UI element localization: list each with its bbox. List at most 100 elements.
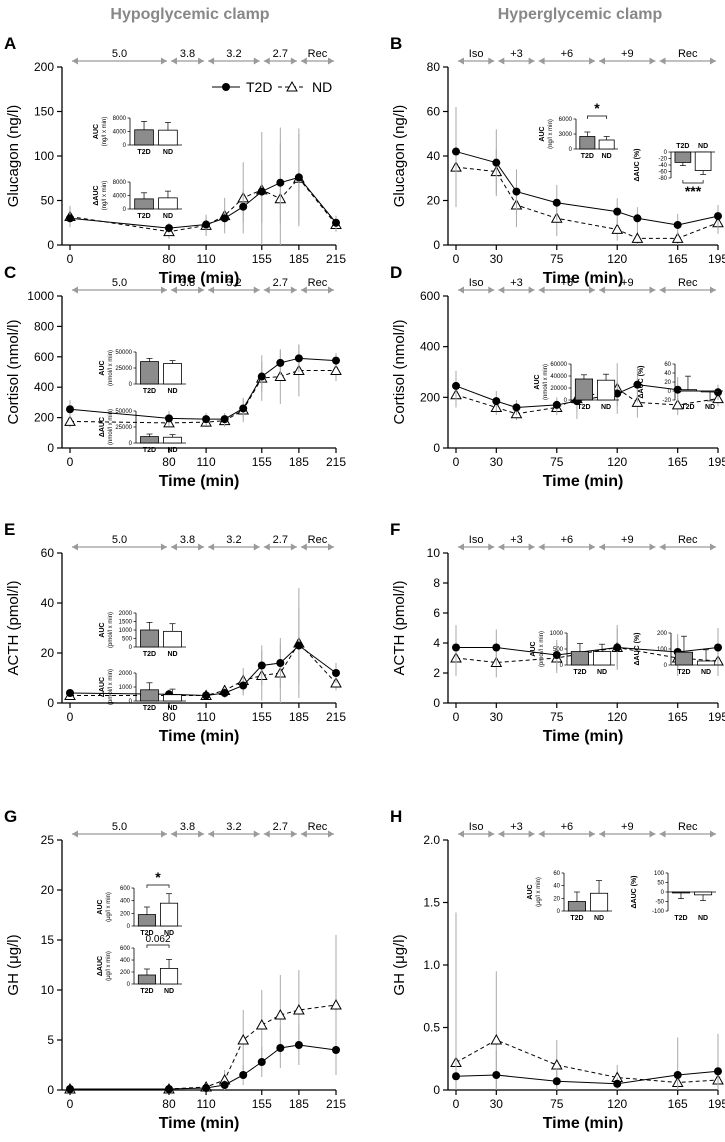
inset-bar-nd <box>158 129 178 146</box>
phase-arrowhead-right <box>710 830 716 838</box>
inset-y-tick-label: 0 <box>564 398 568 404</box>
point-t2d <box>332 1046 340 1054</box>
phase-arrowhead-right <box>589 57 596 65</box>
inset-axis-label: ΔAUC (%) <box>631 875 638 908</box>
phase-arrowhead-right <box>253 830 260 838</box>
inset-bar-t2d <box>134 198 154 210</box>
phase-label: +3 <box>510 534 523 546</box>
inset-auc-B: 0 3000 6000 AUC (ng/l x min) T2D ND * <box>539 100 618 160</box>
x-tick-label: 0 <box>67 710 74 724</box>
inset-axis-unit: (μg/l x min) <box>106 951 112 981</box>
inset-category-label: ND <box>698 915 708 922</box>
inset-auc-A: 0 4000 8000 ΔAUC (ng/l x min) T2D ND <box>93 180 182 220</box>
phase-arrowhead-left <box>72 543 78 551</box>
phase-arrowhead-left <box>599 286 606 294</box>
phase-arrowhead-right <box>253 286 260 294</box>
inset-category-label: T2D <box>681 404 694 411</box>
y-tick-label: 800 <box>34 319 54 333</box>
y-axis-label: Glucagon (ng/l) <box>391 105 408 208</box>
y-tick-label: 50 <box>41 194 55 208</box>
phase-label: Rec <box>678 48 698 60</box>
phase-label: +3 <box>510 821 523 833</box>
point-t2d <box>613 207 622 216</box>
inset-y-tick-label: 0 <box>560 663 564 669</box>
panel-A: A 0 50 100 150 200 0 80 110 155 185 215 Glucagon (ng… <box>4 34 346 287</box>
x-tick-label: 120 <box>607 1097 627 1111</box>
inset-bar-t2d <box>140 689 159 702</box>
point-t2d <box>202 415 211 424</box>
phase-arrowhead-right <box>198 830 205 838</box>
y-tick-label: 0 <box>47 441 54 455</box>
y-tick-label: 0 <box>433 238 440 252</box>
inset-y-tick-label: 0 <box>123 143 127 149</box>
inset-category-label: T2D <box>140 930 153 937</box>
inset-category-label: T2D <box>143 705 156 712</box>
y-axis-label: ACTH (pmol/l) <box>5 580 22 675</box>
inset-axis-label: AUC <box>99 622 106 637</box>
inset-y-tick-label: 0 <box>127 982 131 988</box>
inset-y-tick-label: 0 <box>123 207 127 213</box>
point-t2d <box>452 643 460 652</box>
phase-arrowhead-left <box>599 57 606 65</box>
phase-arrowhead-right <box>649 286 656 294</box>
y-tick-label: 40 <box>427 149 441 163</box>
inset-bar-nd <box>163 630 182 648</box>
point-t2d <box>66 1085 74 1093</box>
y-tick-label: 600 <box>420 289 440 303</box>
legend-label-nd: ND <box>312 79 332 95</box>
phase-arrowhead-left <box>599 543 606 551</box>
point-nd <box>330 364 342 375</box>
point-nd <box>631 232 644 243</box>
x-tick-label: 120 <box>607 252 627 266</box>
inset-y-tick-label: 0 <box>569 147 573 153</box>
x-tick-label: 185 <box>289 252 309 266</box>
inset-bar-nd <box>163 363 182 385</box>
phase-label: Iso <box>469 48 484 60</box>
inset-y-tick-label: 25000 <box>115 425 132 431</box>
x-tick-label: 165 <box>668 252 688 266</box>
y-tick-label: 20 <box>427 194 441 208</box>
inset-y-tick-label: 20000 <box>550 386 567 392</box>
phase-arrowhead-left <box>300 543 307 551</box>
phase-arrowhead-right <box>290 830 297 838</box>
y-tick-label: 0 <box>433 441 440 455</box>
inset-bar-nd <box>159 902 179 927</box>
inset-axis-unit: (pmol/l x min) <box>108 612 114 648</box>
inset-y-tick-label: 20 <box>664 380 671 386</box>
phase-arrowhead-right <box>253 57 260 65</box>
inset-axis-unit: (pmol/l x min) <box>539 631 545 667</box>
point-t2d <box>294 641 303 650</box>
phase-arrowhead-right <box>253 543 260 551</box>
phase-label: 3.2 <box>226 48 241 60</box>
panel-H: H 0 0.5 1.0 1.5 2.0 0 30 75 120 165 195 GH (μg/l) Tim… <box>390 807 725 1132</box>
inset-auc-H: 0 20 40 60 AUC (μg/l x min) T2D ND <box>527 871 612 922</box>
inset-auc-E: 0 500 1000 1500 2000 AUC (pmol/l x min) T2D ND <box>99 611 186 658</box>
phase-arrowhead-left <box>170 286 177 294</box>
inset-y-tick-label: 40000 <box>550 374 567 380</box>
inset-category-label: T2D <box>677 669 690 676</box>
point-t2d <box>714 1067 722 1076</box>
column-title-right: Hyperglycemic clamp <box>498 6 663 23</box>
inset-category-label: ND <box>698 143 708 150</box>
y-tick-label: 400 <box>420 340 440 354</box>
inset-auc-G: 0 200 400 600 AUC (μg/l x min) T2D ND * <box>97 869 182 937</box>
inset-significance-label: * <box>594 100 600 116</box>
x-tick-label: 165 <box>668 710 688 724</box>
inset-y-tick-label: 6000 <box>559 117 573 123</box>
inset-bar-t2d <box>134 129 154 146</box>
phase-label: +6 <box>561 534 574 546</box>
inset-y-tick-label: -100 <box>652 909 665 915</box>
inset-y-tick-label: 500 <box>553 647 564 653</box>
phase-label: +6 <box>561 821 574 833</box>
y-tick-label: 0 <box>47 696 54 710</box>
phase-arrowhead-left <box>458 57 464 65</box>
inset-significance-bracket <box>586 115 608 119</box>
phase-arrowhead-left <box>208 286 215 294</box>
inset-y-tick-label: 600 <box>120 886 131 892</box>
x-tick-label: 110 <box>197 1097 216 1111</box>
phase-arrowhead-right <box>528 57 535 65</box>
panel-letter: A <box>4 34 16 53</box>
phase-label: Rec <box>678 821 698 833</box>
phase-arrowhead-right <box>160 57 167 65</box>
